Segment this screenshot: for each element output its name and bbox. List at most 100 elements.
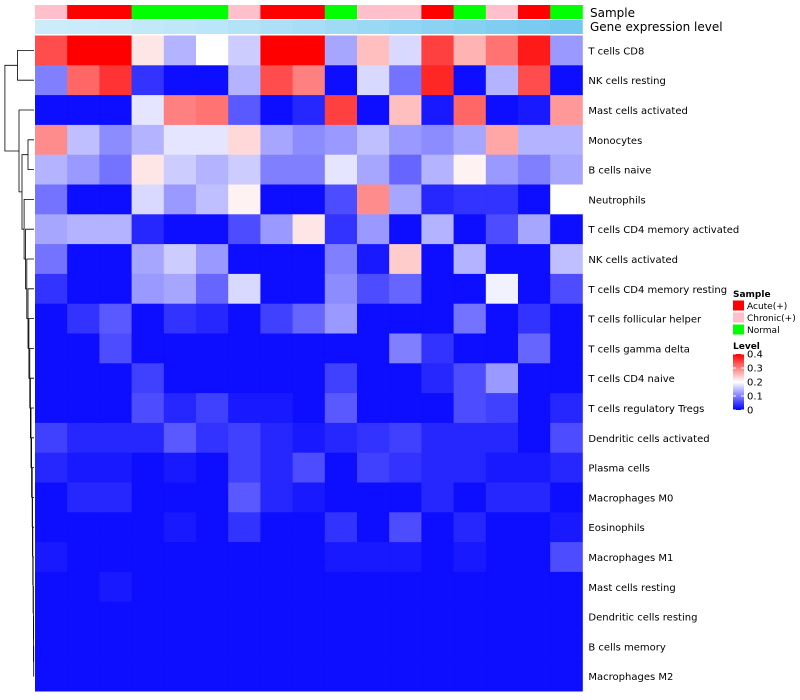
heatmap-cell	[324, 65, 358, 96]
heatmap-cell	[550, 482, 583, 513]
heatmap-cell	[67, 184, 100, 215]
expression-annotation-cell	[196, 20, 229, 34]
heatmap-cell	[485, 244, 519, 275]
heatmap-cell	[518, 601, 551, 632]
heatmap-cell	[35, 184, 68, 215]
heatmap-cell	[131, 244, 165, 275]
row-label-t-cells-cd4-memory-activated: T cells CD4 memory activated	[587, 225, 739, 236]
heatmap-cell	[389, 601, 422, 632]
heatmap-cell	[163, 214, 197, 245]
heatmap-cell	[228, 601, 261, 632]
heatmap-cell	[163, 124, 197, 156]
heatmap-cell	[228, 631, 261, 662]
heatmap-cell	[260, 214, 293, 245]
heatmap-cell	[389, 422, 422, 454]
sample-annotation-cell	[389, 5, 422, 19]
dendrogram-branch	[21, 154, 28, 230]
heatmap-cell	[131, 571, 165, 603]
heatmap-cell	[453, 154, 487, 185]
heatmap-cell	[389, 512, 422, 543]
heatmap-cell	[357, 273, 390, 305]
heatmap-cell	[35, 214, 68, 245]
heatmap-cell	[518, 214, 551, 245]
heatmap-cell	[228, 184, 261, 215]
heatmap-cell	[485, 542, 519, 573]
heatmap-cell	[357, 452, 390, 483]
heatmap-cell	[357, 601, 390, 632]
heatmap-cell	[453, 482, 487, 513]
heatmap-cell	[485, 482, 519, 513]
heatmap-cell	[35, 303, 68, 334]
heatmap-cell	[421, 184, 454, 215]
heatmap-cell	[485, 661, 519, 692]
heatmap-cell	[35, 661, 68, 692]
heatmap-cell	[518, 154, 551, 185]
heatmap-cell	[357, 124, 390, 156]
heatmap-cell	[196, 95, 229, 126]
heatmap-cell	[485, 512, 519, 543]
heatmap-cell	[389, 214, 422, 245]
heatmap-cell	[228, 542, 261, 573]
expression-annotation-cell	[485, 20, 519, 34]
row-label-t-cells-cd4-memory-resting: T cells CD4 memory resting	[587, 285, 727, 296]
sample-annotation-cell	[260, 5, 293, 19]
heatmap-cell	[550, 95, 583, 126]
heatmap-cell	[67, 661, 100, 692]
heatmap-cell	[518, 542, 551, 573]
heatmap-cell	[131, 124, 165, 156]
heatmap-cell	[485, 333, 519, 364]
heatmap-cell	[518, 65, 551, 96]
heatmap-cell	[131, 35, 165, 66]
heatmap-cell	[485, 273, 519, 305]
heatmap-cell	[324, 363, 358, 394]
heatmap-cell	[196, 631, 229, 662]
heatmap-cell	[485, 154, 519, 185]
heatmap-cell	[260, 452, 293, 483]
heatmap-cell	[453, 244, 487, 275]
heatmap-cell	[389, 661, 422, 692]
heatmap-cell	[550, 393, 583, 424]
heatmap-cell	[324, 184, 358, 215]
heatmap-cell	[228, 452, 261, 483]
heatmap-cell	[35, 65, 68, 96]
heatmap-cell	[324, 393, 358, 424]
heatmap-cell	[260, 154, 293, 185]
heatmap-cell	[99, 542, 132, 573]
heatmap-cell	[260, 35, 293, 66]
heatmap-cell	[35, 422, 68, 454]
heatmap-cell	[292, 363, 326, 394]
legend-label-normal: Normal	[747, 326, 780, 336]
sample-annotation-cell	[357, 5, 390, 19]
legend: Sample Acute(+) Chronic(+) Normal Level …	[733, 290, 796, 417]
row-label-mast-cells-resting: Mast cells resting	[588, 583, 675, 594]
heatmap-cell	[421, 601, 454, 632]
heatmap-cell	[228, 244, 261, 275]
heatmap-cell	[324, 571, 358, 603]
heatmap-cell	[228, 154, 261, 185]
heatmap-cell	[35, 601, 68, 632]
heatmap-cell	[357, 542, 390, 573]
heatmap-cell	[292, 35, 326, 66]
heatmap-cell	[357, 482, 390, 513]
heatmap-cell	[228, 95, 261, 126]
heatmap-cell	[485, 124, 519, 156]
heatmap-cell	[453, 214, 487, 245]
heatmap-cell	[550, 184, 583, 215]
heatmap-cell	[518, 393, 551, 424]
heatmap-cell	[324, 214, 358, 245]
heatmap-cell	[324, 482, 358, 513]
legend-title-level: Level	[733, 342, 760, 352]
heatmap-cell	[324, 333, 358, 364]
dendrogram-branch	[27, 139, 34, 170]
legend-title-sample: Sample	[733, 290, 771, 300]
row-label-b-cells-memory: B cells memory	[588, 642, 665, 653]
heatmap-cell	[99, 512, 132, 543]
heatmap-cell	[292, 214, 326, 245]
heatmap-cell	[518, 571, 551, 603]
heatmap-cell	[518, 512, 551, 543]
heatmap-cell	[357, 393, 390, 424]
heatmap-cell	[550, 601, 583, 632]
heatmap-cell	[163, 422, 197, 454]
heatmap-cell	[421, 661, 454, 692]
heatmap-cell	[389, 154, 422, 185]
